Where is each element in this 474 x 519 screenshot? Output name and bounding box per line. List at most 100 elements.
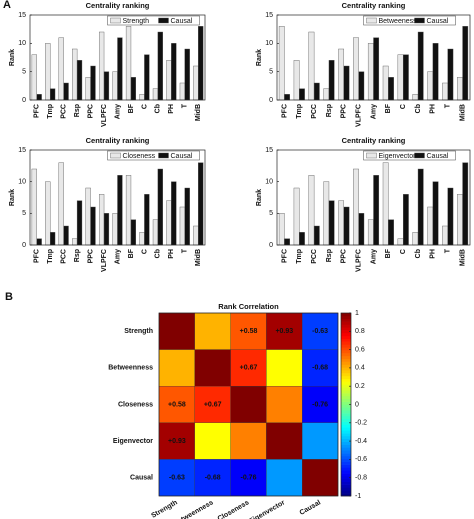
bar <box>313 82 320 101</box>
colorbar-segment <box>341 484 351 488</box>
x-tick-label: Amy <box>114 249 121 264</box>
colorbar-segment <box>341 315 351 320</box>
bar <box>36 94 42 101</box>
heatmap-cell <box>194 349 231 387</box>
bar <box>412 232 419 246</box>
panel-label: A <box>3 0 11 11</box>
cell-label: +0.58 <box>240 328 258 335</box>
bar <box>358 71 365 101</box>
bar <box>353 37 359 101</box>
colorbar-segment <box>341 490 351 494</box>
colorbar-segment <box>341 473 351 477</box>
x-tick-label: T <box>445 103 452 108</box>
bar <box>31 54 37 101</box>
bar <box>157 31 163 101</box>
y-axis-label: Rank <box>256 189 263 206</box>
colorbar-segment <box>341 347 351 351</box>
bar <box>184 187 190 246</box>
y-axis-label: Rank <box>9 189 16 206</box>
colorbar-segment <box>341 381 351 385</box>
bar <box>367 219 374 246</box>
bar <box>358 213 365 246</box>
colorbar-tick-label: 0.6 <box>355 346 365 353</box>
x-tick-label: MidB <box>195 104 202 121</box>
y-axis-label: Rank <box>9 49 16 66</box>
bar <box>328 60 335 101</box>
bar <box>284 238 290 246</box>
x-tick-label: T <box>182 248 189 253</box>
bar <box>76 200 83 246</box>
colorbar-segment <box>341 461 351 465</box>
x-tick-label: PCC <box>311 249 318 264</box>
y-tick-label: 0 <box>22 97 26 104</box>
bar <box>278 26 285 101</box>
cell-label: +0.93 <box>275 328 293 335</box>
y-tick-label: 15 <box>265 12 273 19</box>
colorbar-segment <box>341 413 351 417</box>
bar <box>152 88 159 101</box>
colorbar-segment <box>341 415 351 420</box>
bar <box>313 225 320 246</box>
colorbar-segment <box>341 333 351 337</box>
bar <box>112 213 118 246</box>
colorbar-segment <box>341 341 351 345</box>
legend-label: Betweeness <box>379 18 418 25</box>
axes-frame <box>29 14 206 101</box>
x-tick-label: C <box>141 249 148 254</box>
bar <box>442 82 448 101</box>
bar <box>417 31 424 101</box>
heatmap-cell <box>158 349 195 387</box>
legend-swatch <box>110 152 121 159</box>
colorbar-segment <box>341 361 351 365</box>
cell-label: +0.93 <box>168 438 186 445</box>
chart-title: Centrality ranking <box>342 136 406 145</box>
bar <box>49 232 56 246</box>
y-tick-label: 5 <box>269 69 273 76</box>
bar <box>179 82 186 101</box>
x-tick-label: PH <box>430 249 437 259</box>
y-tick-label: 10 <box>18 40 26 47</box>
colorbar-segment <box>341 398 351 402</box>
x-tick-label: VLPFC <box>101 104 108 127</box>
cell-label: +0.58 <box>168 401 186 408</box>
bar <box>388 77 394 101</box>
x-tick-label: Tmp <box>47 249 54 264</box>
bar <box>367 43 374 101</box>
y-tick-label: 0 <box>269 97 273 104</box>
bar <box>58 162 64 246</box>
x-tick-label: Rsp <box>326 104 333 117</box>
bar <box>45 43 51 101</box>
bar <box>179 206 186 246</box>
bar <box>373 175 380 246</box>
bar <box>63 82 69 101</box>
chart-title: Centrality ranking <box>342 1 406 10</box>
bar <box>417 168 424 246</box>
bar <box>184 48 190 101</box>
colorbar-tick-label: -0.2 <box>355 420 367 427</box>
bar <box>144 54 150 101</box>
cell-label: -0.76 <box>312 401 328 408</box>
chart-title: Rank Correlation <box>218 302 279 311</box>
heatmap-cell <box>266 312 303 350</box>
colorbar-segment <box>341 433 351 437</box>
colorbar-segment <box>341 373 351 377</box>
heatmap-cell <box>266 349 303 387</box>
colorbar-tick-label: -0.8 <box>355 475 367 482</box>
colorbar-segment <box>341 487 351 491</box>
x-tick-label: PPC <box>341 249 348 263</box>
bar <box>293 187 300 246</box>
x-tick-label: C <box>400 249 407 254</box>
colorbar-tick-label: 0.2 <box>355 383 365 390</box>
bar <box>397 54 404 101</box>
bar <box>171 43 177 101</box>
x-tick-label: PH <box>430 104 437 114</box>
bar <box>144 194 150 246</box>
colorbar-segment <box>341 387 351 391</box>
x-tick-label: Rsp <box>74 104 81 117</box>
cell-label: -0.68 <box>205 475 221 482</box>
cell-label: -0.76 <box>241 475 257 482</box>
x-tick-label: MidB <box>459 104 466 121</box>
legend-label: Closeness <box>123 153 156 160</box>
x-tick-label: T <box>182 103 189 108</box>
y-tick-label: 10 <box>265 40 273 47</box>
